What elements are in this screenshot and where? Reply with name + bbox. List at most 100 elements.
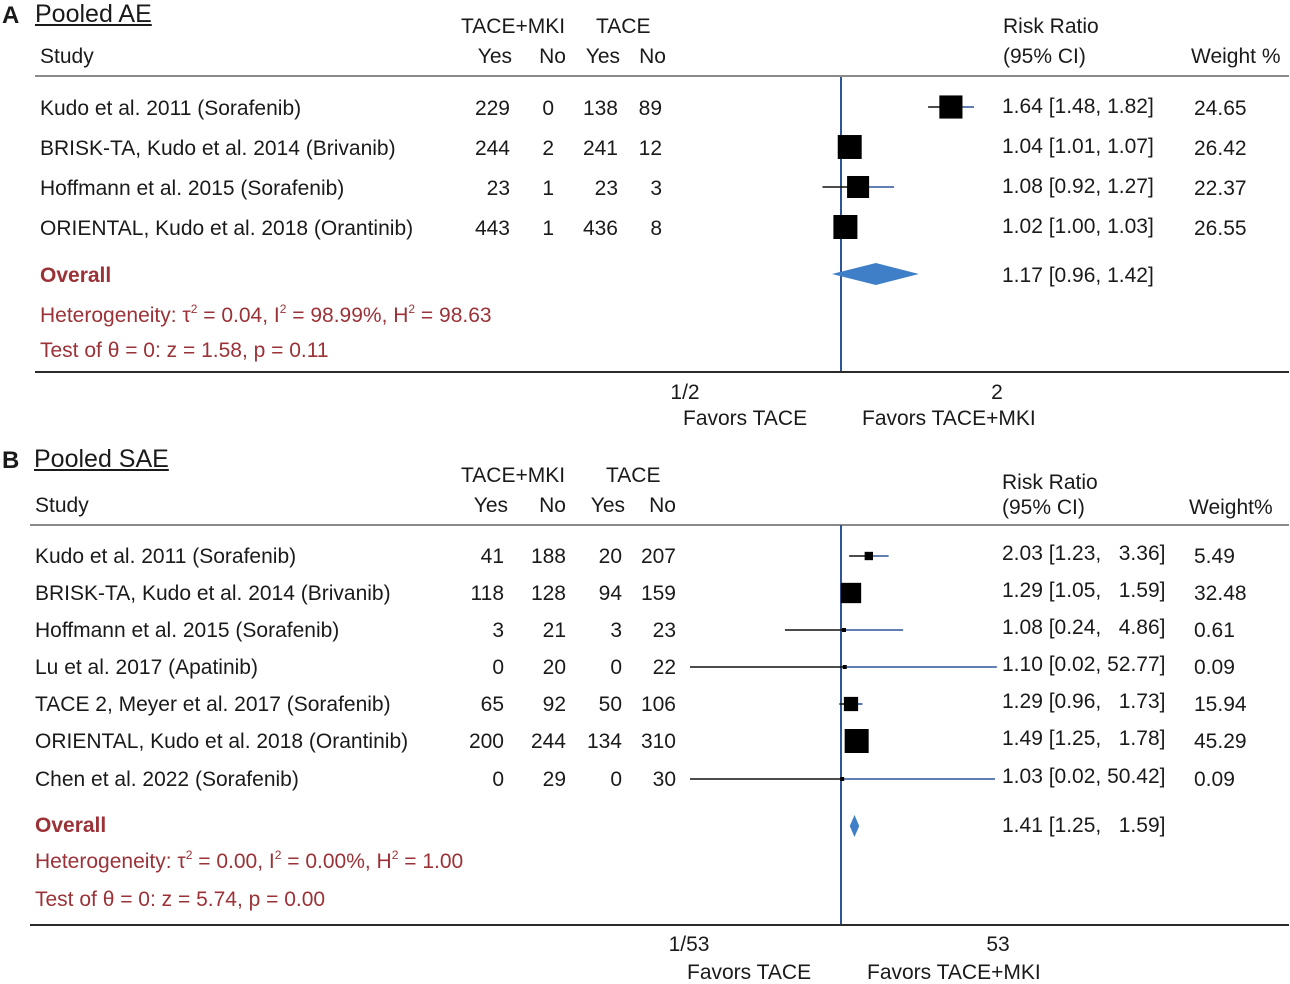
yes-header: Yes (585, 45, 620, 68)
tace-mki-yes: 65 (480, 693, 504, 716)
ci-text: 1.10 [0.02, 52.77] (1002, 653, 1166, 676)
point-estimate-box (840, 582, 862, 604)
overall-label: Overall (40, 264, 112, 287)
panel-b: B Pooled SAE TACE+MKI TACE Study Yes No … (0, 443, 1290, 984)
study-name: TACE 2, Meyer et al. 2017 (Sorafenib) (35, 693, 391, 716)
tace-mki-no: 92 (542, 693, 566, 716)
tace-mki-yes: 200 (468, 730, 504, 753)
weight-value: 22.37 (1194, 177, 1247, 200)
panel-title: Pooled AE (35, 0, 152, 28)
weight-value: 26.55 (1194, 217, 1247, 240)
weight-value: 24.65 (1194, 97, 1247, 120)
tick-label-right: 53 (986, 933, 1010, 956)
favors-left-label: Favors TACE (683, 407, 808, 430)
point-estimate-box (840, 777, 845, 781)
no-header: No (639, 45, 666, 68)
group-header-tace: TACE (606, 464, 661, 487)
test-statistic-text: Test of θ = 0: z = 1.58, p = 0.11 (40, 339, 329, 362)
tace-mki-yes: 244 (474, 137, 510, 160)
tace-mki-yes: 23 (486, 177, 510, 200)
tace-mki-no: 1 (542, 177, 554, 200)
yes-header: Yes (477, 45, 512, 68)
tace-yes: 23 (594, 177, 618, 200)
tace-mki-no: 244 (530, 730, 566, 753)
weight-header: Weight % (1191, 45, 1281, 68)
tace-mki-yes: 3 (492, 619, 504, 642)
tace-no: 12 (638, 137, 662, 160)
tace-mki-yes: 229 (474, 97, 510, 120)
study-name: Chen et al. 2022 (Sorafenib) (35, 768, 299, 791)
weight-value: 0.09 (1194, 656, 1235, 679)
tace-yes: 50 (598, 693, 622, 716)
panel-letter: A (2, 2, 20, 29)
weight-value: 32.48 (1194, 582, 1247, 605)
point-estimate-box (939, 95, 963, 119)
point-estimate-box (864, 551, 873, 561)
overall-ci-text: 1.17 [0.96, 1.42] (1002, 264, 1154, 287)
tace-yes: 0 (610, 656, 622, 679)
panel-a: A Pooled AE TACE+MKI TACE Study Yes No Y… (0, 0, 1290, 440)
weight-value: 5.49 (1194, 545, 1235, 568)
ci-text: 1.29 [0.96, 1.73] (1002, 690, 1166, 713)
point-estimate-box (844, 729, 869, 753)
weight-value: 15.94 (1194, 693, 1247, 716)
study-name: BRISK-TA, Kudo et al. 2014 (Brivanib) (40, 137, 396, 160)
point-estimate-box (833, 215, 858, 239)
group-header-tace-mki: TACE+MKI (461, 464, 566, 487)
tace-yes: 138 (582, 97, 618, 120)
forest-plot-a (822, 77, 975, 371)
tace-no: 3 (650, 177, 662, 200)
ci-text: 1.02 [1.00, 1.03] (1002, 215, 1154, 238)
favors-right-label: Favors TACE+MKI (862, 407, 1036, 430)
risk-ratio-header: Risk Ratio (1002, 471, 1098, 494)
tace-mki-yes: 443 (474, 217, 510, 240)
heterogeneity-text: Heterogeneity: τ2 = 0.00, I2 = 0.00%, H2… (35, 848, 464, 873)
tace-no: 23 (652, 619, 676, 642)
tace-mki-yes: 0 (492, 656, 504, 679)
tace-yes: 134 (586, 730, 622, 753)
tace-yes: 436 (582, 217, 618, 240)
tace-no: 89 (638, 97, 662, 120)
point-estimate-box (842, 628, 847, 632)
tace-mki-yes: 41 (480, 545, 504, 568)
study-name: ORIENTAL, Kudo et al. 2018 (Orantinib) (35, 730, 409, 753)
ci-header: (95% CI) (1003, 45, 1086, 68)
study-name: Hoffmann et al. 2015 (Sorafenib) (35, 619, 340, 642)
panel-title: Pooled SAE (34, 445, 169, 473)
tace-mki-no: 2 (542, 137, 554, 160)
tace-no: 8 (650, 217, 662, 240)
tick-label-left: 1/53 (668, 933, 710, 956)
point-estimate-box (842, 665, 847, 669)
ci-text: 1.29 [1.05, 1.59] (1002, 579, 1166, 602)
ci-text: 1.04 [1.01, 1.07] (1002, 135, 1154, 158)
no-header: No (649, 494, 676, 517)
study-column-header: Study (40, 45, 94, 68)
tace-yes: 241 (582, 137, 618, 160)
test-statistic-text: Test of θ = 0: z = 5.74, p = 0.00 (35, 888, 326, 911)
ci-text: 2.03 [1.23, 3.36] (1002, 542, 1166, 565)
ci-text: 1.08 [0.24, 4.86] (1002, 616, 1166, 639)
weight-header: Weight% (1189, 496, 1273, 519)
point-estimate-box (837, 135, 862, 159)
weight-value: 45.29 (1194, 730, 1247, 753)
tace-yes: 20 (598, 545, 622, 568)
tace-mki-no: 20 (542, 656, 566, 679)
panel-letter: B (2, 447, 20, 474)
tace-no: 310 (640, 730, 676, 753)
study-name: Hoffmann et al. 2015 (Sorafenib) (40, 177, 345, 200)
tace-mki-no: 1 (542, 217, 554, 240)
overall-ci-text: 1.41 [1.25, 1.59] (1002, 814, 1166, 837)
yes-header: Yes (590, 494, 625, 517)
favors-right-label: Favors TACE+MKI (867, 961, 1041, 984)
weight-value: 0.09 (1194, 768, 1235, 791)
group-header-tace: TACE (596, 15, 651, 38)
tace-no: 22 (652, 656, 676, 679)
overall-label: Overall (35, 814, 107, 837)
favors-left-label: Favors TACE (687, 961, 812, 984)
ci-text: 1.64 [1.48, 1.82] (1002, 95, 1154, 118)
overall-diamond (831, 263, 919, 285)
tace-mki-no: 128 (530, 582, 566, 605)
study-name: Kudo et al. 2011 (Sorafenib) (35, 545, 297, 568)
header-rule (30, 524, 1289, 526)
group-header-tace-mki: TACE+MKI (461, 15, 566, 38)
